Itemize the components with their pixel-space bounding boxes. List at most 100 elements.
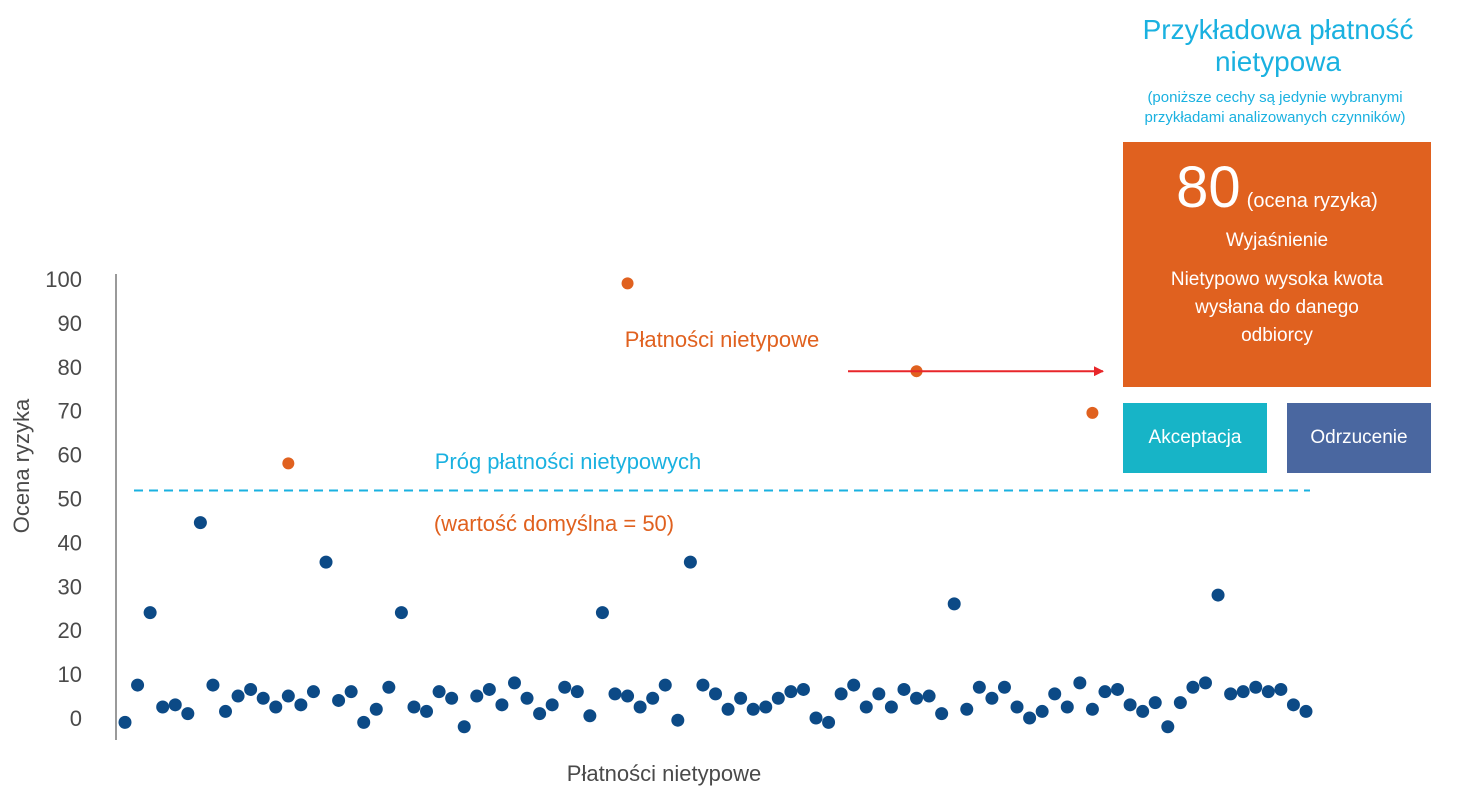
normal-point (1261, 685, 1275, 699)
normal-point (1098, 685, 1112, 699)
y-tick-label: 50 (58, 487, 82, 512)
normal-point (1161, 720, 1175, 734)
normal-point (1148, 696, 1162, 710)
normal-point (256, 691, 270, 705)
normal-point (910, 691, 924, 705)
normal-point (671, 713, 685, 727)
normal-point (407, 700, 421, 714)
normal-point (595, 606, 609, 620)
normal-point (1073, 676, 1087, 690)
normal-point (156, 700, 170, 714)
y-tick-label: 10 (58, 662, 82, 687)
data-points (118, 277, 1313, 734)
normal-point (1010, 700, 1024, 714)
panel-title-line2: nietypowa (1214, 46, 1342, 77)
normal-point (608, 687, 622, 701)
normal-point (1136, 704, 1150, 718)
normal-point (181, 707, 195, 721)
anomaly-point (621, 277, 634, 290)
normal-point (206, 678, 220, 692)
y-tick-label: 100 (45, 267, 82, 292)
normal-point (646, 691, 660, 705)
normal-point (369, 702, 383, 716)
normal-point (319, 555, 333, 569)
normal-point (972, 680, 986, 694)
threshold-default-label: (wartość domyślna = 50) (434, 511, 674, 536)
normal-point (746, 702, 760, 716)
normal-point (193, 516, 207, 530)
normal-point (445, 691, 459, 705)
y-tick-label: 20 (58, 618, 82, 643)
normal-point (357, 715, 371, 729)
normal-point (1060, 700, 1074, 714)
normal-point (394, 606, 408, 620)
normal-point (658, 678, 672, 692)
normal-point (822, 715, 836, 729)
normal-point (784, 685, 798, 699)
reject-button[interactable]: Odrzucenie (1287, 403, 1431, 473)
y-tick-label: 90 (58, 311, 82, 336)
normal-point (231, 689, 245, 703)
x-axis-title: Płatności nietypowe (567, 761, 761, 786)
normal-point (922, 689, 936, 703)
normal-point (1249, 680, 1263, 694)
normal-point (1286, 698, 1300, 712)
normal-point (859, 700, 873, 714)
anomaly-point (1086, 406, 1099, 419)
normal-point (545, 698, 559, 712)
normal-point (533, 707, 547, 721)
risk-score-label: (ocena ryzyka) (1246, 190, 1378, 212)
normal-point (420, 704, 434, 718)
normal-point (759, 700, 773, 714)
risk-score-card: 80 (ocena ryzyka) Wyjaśnienie Nietypowo … (1123, 142, 1431, 387)
normal-point (1023, 711, 1037, 725)
normal-point (960, 702, 974, 716)
accept-button[interactable]: Akceptacja (1123, 403, 1267, 473)
y-tick-labels: 0 10 20 30 40 50 60 70 80 90 100 (45, 267, 82, 731)
normal-point (570, 685, 584, 699)
panel-subtitle-line2: przykładami analizowanych czynników) (1144, 109, 1406, 126)
normal-point (470, 689, 484, 703)
normal-point (1211, 588, 1225, 602)
normal-point (558, 680, 572, 694)
explanation-label: Wyjaśnienie (1225, 230, 1329, 251)
normal-point (269, 700, 283, 714)
normal-point (1173, 696, 1187, 710)
normal-point (1186, 680, 1200, 694)
panel-title: Przykładowa płatność nietypowa (1095, 14, 1461, 78)
normal-point (985, 691, 999, 705)
normal-point (1299, 704, 1313, 718)
normal-point (507, 676, 521, 690)
y-tick-label: 30 (58, 574, 82, 599)
normal-point (721, 702, 735, 716)
panel-title-line1: Przykładowa płatność (1142, 14, 1414, 45)
normal-point (847, 678, 861, 692)
normal-point (482, 682, 496, 696)
panel-subtitle: (poniższe cechy są jedynie wybranymi prz… (1085, 88, 1465, 128)
normal-point (771, 691, 785, 705)
normal-point (872, 687, 886, 701)
normal-point (809, 711, 823, 725)
normal-point (796, 682, 810, 696)
normal-point (332, 693, 346, 707)
normal-point (947, 597, 961, 611)
normal-point (432, 685, 446, 699)
normal-point (1198, 676, 1212, 690)
normal-point (884, 700, 898, 714)
normal-point (244, 682, 258, 696)
normal-point (143, 606, 157, 620)
normal-point (1224, 687, 1238, 701)
normal-point (1123, 698, 1137, 712)
y-tick-label: 70 (58, 399, 82, 424)
normal-point (1236, 685, 1250, 699)
y-tick-label: 40 (58, 530, 82, 555)
normal-point (897, 682, 911, 696)
y-tick-label: 0 (70, 706, 82, 731)
normal-point (294, 698, 308, 712)
normal-point (495, 698, 509, 712)
normal-point (834, 687, 848, 701)
normal-point (997, 680, 1011, 694)
panel-subtitle-line1: (poniższe cechy są jedynie wybranymi (1147, 89, 1403, 106)
normal-point (633, 700, 647, 714)
